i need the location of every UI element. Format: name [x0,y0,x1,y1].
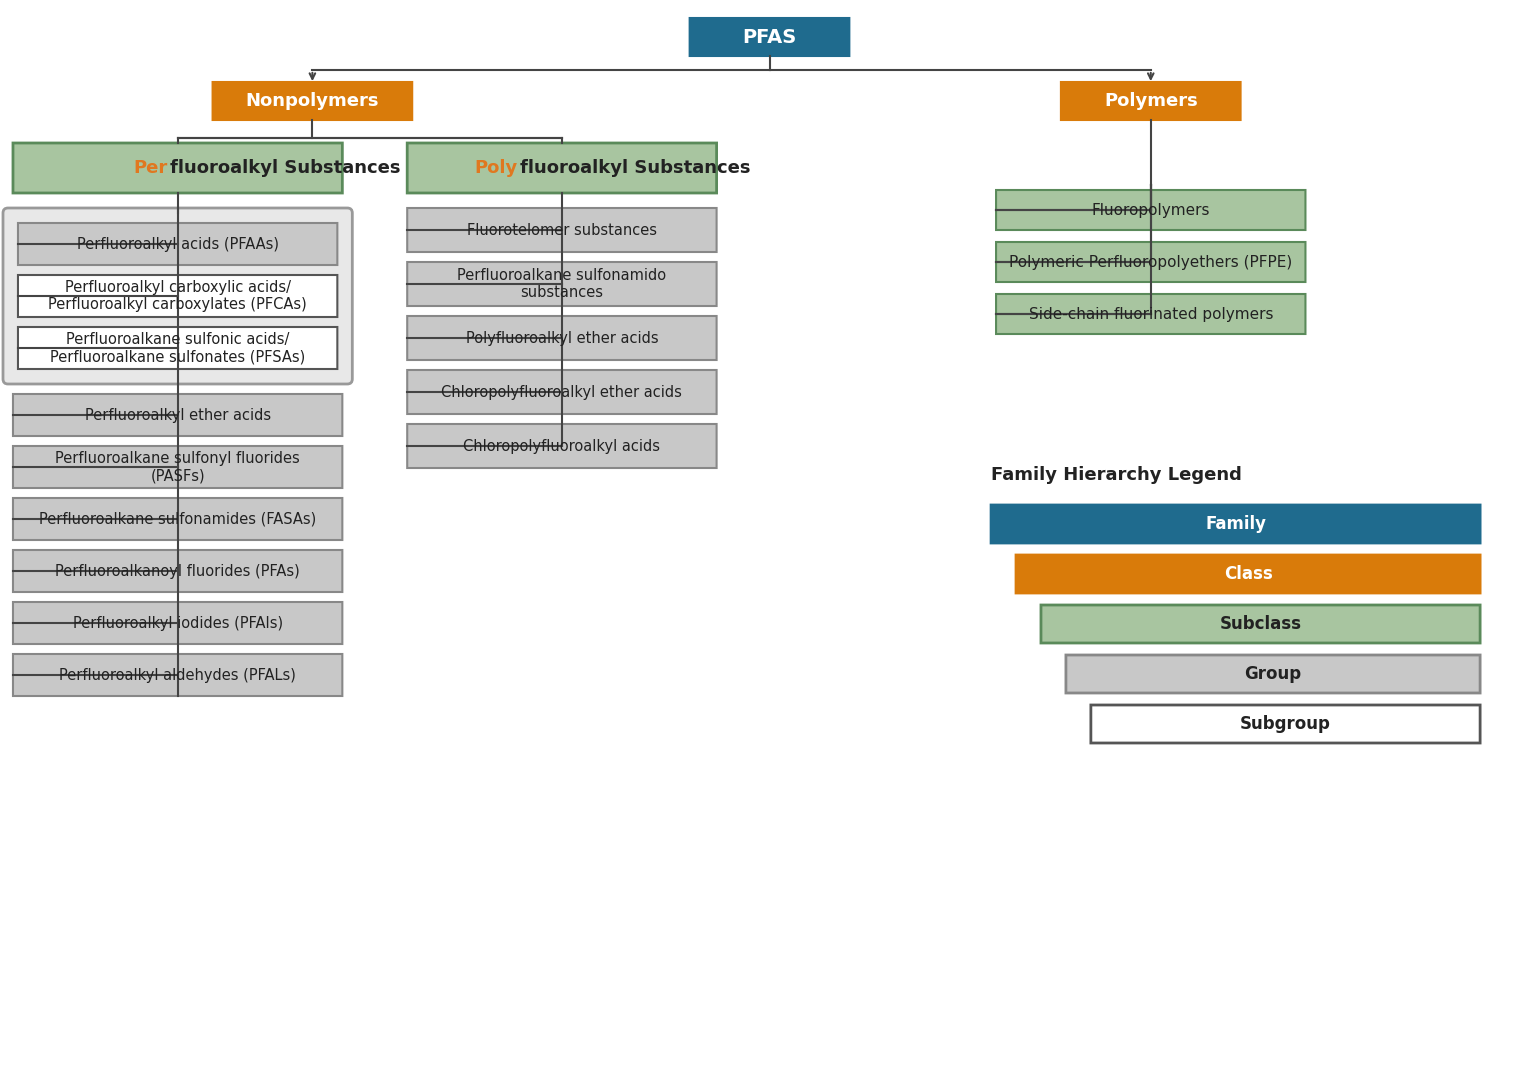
Text: fluoroalkyl Substances: fluoroalkyl Substances [521,159,751,177]
Text: Fluorotelomer substances: Fluorotelomer substances [467,223,657,238]
FancyBboxPatch shape [1091,705,1481,743]
Text: Polyfluoroalkyl ether acids: Polyfluoroalkyl ether acids [465,331,659,346]
FancyBboxPatch shape [407,316,717,360]
Text: PFAS: PFAS [742,27,797,47]
Text: Subgroup: Subgroup [1240,715,1330,733]
Text: Perfluoroalkane sulfonyl fluorides
(PASFs): Perfluoroalkane sulfonyl fluorides (PASF… [55,451,300,483]
Text: Per: Per [134,159,167,177]
Text: Polymers: Polymers [1104,92,1198,110]
Text: Class: Class [1224,565,1272,583]
Text: Poly: Poly [475,159,518,177]
FancyBboxPatch shape [991,505,1481,543]
FancyBboxPatch shape [407,143,717,193]
FancyBboxPatch shape [212,82,412,120]
FancyBboxPatch shape [18,275,338,317]
FancyBboxPatch shape [1015,555,1481,594]
Text: Perfluoroalkyl iodides (PFAIs): Perfluoroalkyl iodides (PFAIs) [72,615,283,631]
Text: Chloropolyfluoroalkyl ether acids: Chloropolyfluoroalkyl ether acids [441,384,682,399]
FancyBboxPatch shape [995,293,1306,334]
Text: Perfluoroalkane sulfonamides (FASAs): Perfluoroalkane sulfonamides (FASAs) [38,512,316,527]
Text: Perfluoroalkanoyl fluorides (PFAs): Perfluoroalkanoyl fluorides (PFAs) [55,563,300,578]
FancyBboxPatch shape [18,327,338,369]
FancyBboxPatch shape [1061,82,1241,120]
FancyBboxPatch shape [3,208,352,384]
Text: Fluoropolymers: Fluoropolymers [1092,203,1210,217]
FancyBboxPatch shape [1066,655,1481,693]
FancyBboxPatch shape [12,394,343,436]
FancyBboxPatch shape [12,654,343,696]
FancyBboxPatch shape [1041,606,1481,643]
Text: Perfluoroalkyl aldehydes (PFALs): Perfluoroalkyl aldehydes (PFALs) [60,668,296,683]
Text: Perfluoroalkane sulfonic acids/
Perfluoroalkane sulfonates (PFSAs): Perfluoroalkane sulfonic acids/ Perfluor… [51,332,306,364]
FancyBboxPatch shape [18,223,338,265]
FancyBboxPatch shape [407,424,717,468]
FancyBboxPatch shape [995,242,1306,281]
FancyBboxPatch shape [995,190,1306,230]
Text: Perfluoroalkyl acids (PFAAs): Perfluoroalkyl acids (PFAAs) [77,237,278,252]
Text: Nonpolymers: Nonpolymers [246,92,379,110]
Text: Family: Family [1206,515,1266,533]
Text: Family Hierarchy Legend: Family Hierarchy Legend [991,466,1243,484]
FancyBboxPatch shape [12,446,343,488]
FancyBboxPatch shape [407,262,717,305]
Text: Chloropolyfluoroalkyl acids: Chloropolyfluoroalkyl acids [464,439,660,454]
FancyBboxPatch shape [12,143,343,193]
Text: Polymeric Perfluoropolyethers (PFPE): Polymeric Perfluoropolyethers (PFPE) [1009,254,1292,269]
FancyBboxPatch shape [12,497,343,540]
FancyBboxPatch shape [407,370,717,413]
FancyBboxPatch shape [12,550,343,592]
Text: Perfluoroalkyl carboxylic acids/
Perfluoroalkyl carboxylates (PFCAs): Perfluoroalkyl carboxylic acids/ Perfluo… [48,279,307,312]
Text: Side-chain fluorinated polymers: Side-chain fluorinated polymers [1029,307,1273,322]
FancyBboxPatch shape [12,602,343,644]
Text: Subclass: Subclass [1220,615,1301,633]
Text: fluoroalkyl Substances: fluoroalkyl Substances [169,159,401,177]
Text: Group: Group [1244,666,1301,683]
Text: Perfluoroalkane sulfonamido
substances: Perfluoroalkane sulfonamido substances [458,267,667,300]
FancyBboxPatch shape [407,208,717,252]
Text: Perfluoroalkyl ether acids: Perfluoroalkyl ether acids [84,408,270,422]
FancyBboxPatch shape [690,17,849,56]
